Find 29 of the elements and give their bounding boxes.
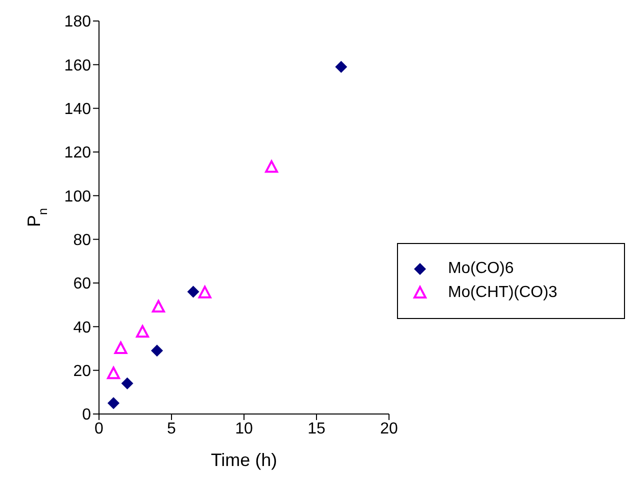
point — [152, 300, 165, 313]
legend-label: Mo(CO)6 — [448, 260, 514, 278]
point — [187, 286, 200, 298]
point — [121, 377, 134, 390]
x-tick-label: 20 — [380, 420, 398, 438]
x-tick-label: 15 — [308, 420, 326, 438]
legend-label: Mo(CHT)(CO)3 — [448, 284, 558, 302]
point — [136, 325, 149, 338]
point — [265, 160, 278, 173]
point — [151, 344, 163, 357]
x-axis-title: Time (h) — [210, 450, 278, 470]
point — [107, 366, 120, 380]
y-tick-label: 100 — [64, 188, 92, 206]
point — [108, 397, 120, 410]
y-tick-label: 120 — [64, 144, 92, 162]
y-tick-label: 40 — [73, 319, 92, 336]
point — [114, 342, 128, 354]
y-tick-label: 180 — [64, 14, 92, 31]
y-tick-label: 160 — [64, 57, 92, 74]
y-tick-label: 80 — [73, 232, 92, 250]
y-tick-label: 140 — [64, 101, 92, 118]
point — [198, 286, 212, 298]
x-tick-label: 5 — [167, 420, 176, 438]
y-tick-label: 20 — [73, 363, 92, 380]
x-tick-label: 10 — [235, 420, 253, 438]
y-tick-label: 60 — [73, 276, 92, 293]
x-tick-label: 0 — [94, 420, 104, 438]
y-tick-label: 0 — [82, 406, 92, 424]
point — [335, 60, 348, 73]
